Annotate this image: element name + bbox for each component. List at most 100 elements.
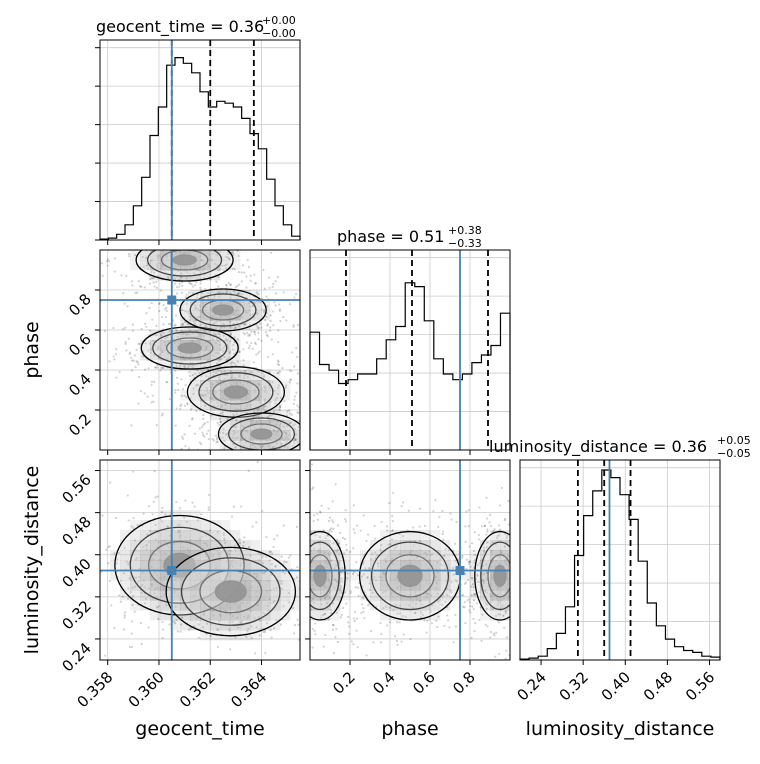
sample-point — [156, 274, 159, 278]
sample-point — [168, 244, 170, 246]
sample-point — [262, 630, 265, 634]
sample-point — [328, 591, 332, 594]
sample-point — [246, 331, 249, 335]
sample-point — [231, 620, 234, 624]
sample-point — [225, 432, 229, 436]
density-cell — [390, 580, 401, 591]
density-cell — [500, 580, 510, 591]
sample-point — [211, 338, 214, 341]
sample-point — [482, 581, 485, 584]
sample-point — [211, 553, 214, 556]
sample-point — [158, 576, 161, 580]
sample-point — [296, 560, 298, 562]
sample-point — [175, 364, 178, 368]
sample-point — [279, 423, 282, 426]
sample-point — [302, 447, 304, 449]
sample-point — [421, 603, 424, 606]
sample-point — [233, 376, 237, 380]
sample-point — [212, 555, 215, 558]
sample-point — [132, 359, 135, 362]
sample-point — [160, 350, 164, 353]
density-cell — [230, 560, 241, 571]
sample-point — [262, 310, 266, 313]
sample-point — [234, 326, 237, 329]
density-cell — [150, 560, 161, 571]
density-cell — [290, 440, 300, 450]
sample-point — [516, 590, 518, 592]
xtick-label-geocent_time: 0.358 — [73, 668, 116, 711]
sample-point — [139, 285, 142, 288]
sample-point — [211, 610, 214, 613]
sample-point — [198, 539, 201, 542]
sample-point — [472, 599, 476, 602]
sample-point — [468, 609, 471, 612]
sample-point — [294, 438, 297, 441]
sample-point — [253, 341, 257, 344]
sample-point — [206, 245, 208, 247]
sample-point — [514, 619, 516, 621]
sample-point — [445, 580, 448, 583]
sample-point — [212, 354, 215, 357]
sample-point — [278, 309, 281, 312]
sample-point — [217, 295, 220, 298]
sample-point — [305, 600, 307, 602]
sample-point — [247, 469, 250, 472]
sample-point — [370, 629, 373, 633]
sample-point — [197, 623, 200, 626]
sample-point — [204, 325, 207, 328]
sample-point — [212, 237, 214, 239]
sample-point — [243, 245, 245, 247]
sample-point — [287, 634, 289, 636]
sample-point — [207, 380, 210, 383]
sample-point — [383, 558, 386, 561]
sample-point — [513, 598, 515, 600]
density-cell — [130, 550, 141, 561]
sample-point — [132, 594, 135, 598]
sample-point — [165, 306, 168, 310]
sample-point — [214, 321, 217, 324]
sample-point — [143, 245, 145, 247]
sample-point — [201, 626, 205, 629]
sample-point — [400, 505, 403, 508]
sample-point — [262, 554, 265, 557]
sample-point — [202, 613, 205, 617]
density-cell — [370, 580, 381, 591]
sample-point — [199, 323, 202, 326]
sample-point — [213, 332, 216, 336]
sample-point — [282, 291, 285, 294]
sample-point — [297, 411, 300, 415]
sample-point — [155, 553, 158, 556]
sample-point — [272, 545, 275, 549]
sample-point — [228, 612, 232, 616]
sample-point — [156, 366, 159, 369]
sample-point — [514, 533, 516, 535]
sample-point — [206, 247, 208, 249]
sample-point — [294, 438, 297, 441]
sample-point — [116, 558, 119, 561]
density-cell — [240, 600, 251, 611]
sample-point — [263, 287, 266, 290]
sample-point — [499, 599, 502, 602]
sample-point — [473, 630, 476, 633]
sample-point — [145, 544, 148, 547]
density-cell — [330, 610, 341, 621]
density-cell — [230, 300, 241, 311]
sample-point — [279, 623, 283, 626]
sample-point — [505, 536, 508, 540]
sample-point — [123, 302, 126, 305]
sample-point — [328, 432, 330, 434]
density-cell — [270, 580, 281, 591]
sample-point — [491, 598, 494, 601]
density-cell — [350, 570, 361, 581]
sample-point — [193, 432, 196, 435]
sample-point — [428, 600, 431, 603]
sample-point — [333, 549, 336, 552]
sample-point — [261, 571, 264, 574]
density-cell — [200, 270, 211, 281]
sample-point — [233, 311, 237, 314]
sample-point — [296, 323, 300, 327]
sample-point — [115, 348, 118, 351]
sample-point — [143, 368, 147, 371]
sample-point — [472, 593, 475, 596]
sample-point — [201, 267, 205, 270]
